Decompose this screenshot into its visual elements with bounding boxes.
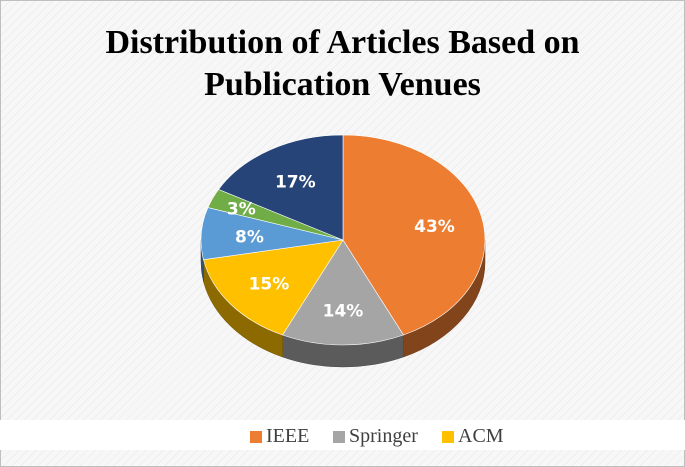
legend-label-acm: ACM	[458, 425, 504, 447]
pie-data-label-2: 15%	[249, 274, 290, 294]
pie-slice-2	[203, 239, 344, 336]
pie-slices	[200, 134, 486, 346]
legend-label-ieee: IEEE	[266, 425, 310, 447]
legend-label-springer: Springer	[349, 425, 418, 447]
legend-item-springer: Springer	[333, 425, 418, 448]
pie-slice-5	[218, 134, 344, 241]
legend-item-ieee: IEEE	[250, 425, 309, 448]
pie-slice-0	[342, 134, 486, 336]
pie-data-labels: 43% 14% 15% 8% 3% 17%	[227, 172, 455, 321]
pie-data-label-4: 3%	[227, 199, 256, 219]
legend-swatch-acm	[442, 430, 454, 443]
legend-item-acm: ACM	[442, 425, 504, 448]
chart-title-line-1: Distribution of Articles Based on	[105, 24, 580, 61]
pie-data-label-0: 43%	[414, 217, 455, 237]
pie-data-label-5: 17%	[275, 172, 316, 192]
pie-data-label-3: 8%	[235, 228, 264, 248]
chart-title-line-2: Publication Venues	[204, 66, 481, 103]
legend-swatch-ieee	[250, 430, 262, 443]
legend-swatch-springer	[333, 430, 345, 443]
chart-title: Distribution of Articles Based on Public…	[0, 22, 685, 106]
pie-slice-1	[282, 239, 404, 346]
legend: IEEE Springer ACM	[0, 420, 685, 450]
pie-data-label-1: 14%	[323, 301, 364, 321]
